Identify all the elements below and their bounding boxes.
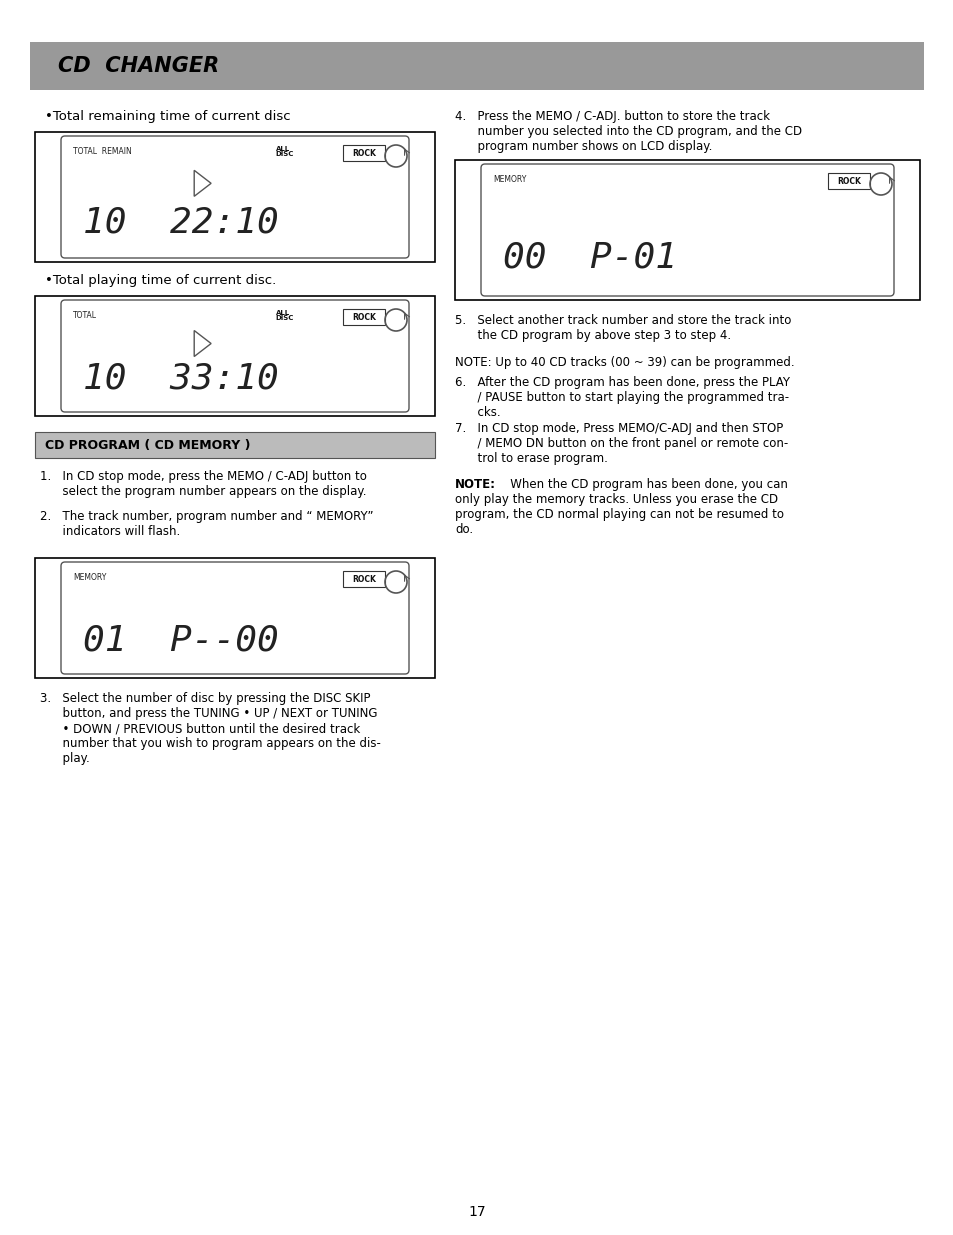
Text: / PAUSE button to start playing the programmed tra-: / PAUSE button to start playing the prog… (455, 391, 788, 404)
Bar (827, 173, 869, 189)
Text: ROCK: ROCK (352, 148, 375, 158)
Text: 6.   After the CD program has been done, press the PLAY: 6. After the CD program has been done, p… (455, 375, 789, 389)
Text: •Total playing time of current disc.: •Total playing time of current disc. (45, 274, 276, 287)
FancyBboxPatch shape (35, 132, 435, 262)
Text: trol to erase program.: trol to erase program. (455, 452, 607, 466)
Text: program, the CD normal playing can not be resumed to: program, the CD normal playing can not b… (455, 508, 783, 521)
Text: MEMORY: MEMORY (493, 175, 526, 184)
Text: ALL
DISC: ALL DISC (275, 146, 294, 158)
Text: ROCK: ROCK (352, 574, 375, 583)
Text: When the CD program has been done, you can: When the CD program has been done, you c… (498, 478, 787, 492)
Text: the CD program by above step 3 to step 4.: the CD program by above step 3 to step 4… (455, 329, 730, 342)
Text: ALL
DISC: ALL DISC (275, 310, 294, 321)
FancyBboxPatch shape (61, 562, 409, 674)
Text: 3.   Select the number of disc by pressing the DISC SKIP: 3. Select the number of disc by pressing… (40, 692, 370, 705)
Text: button, and press the TUNING • UP / NEXT or TUNING: button, and press the TUNING • UP / NEXT… (40, 706, 377, 720)
FancyBboxPatch shape (61, 300, 409, 412)
Text: 00  P-01: 00 P-01 (502, 241, 677, 274)
Text: only play the memory tracks. Unless you erase the CD: only play the memory tracks. Unless you … (455, 493, 778, 506)
Text: •Total remaining time of current disc: •Total remaining time of current disc (45, 110, 291, 124)
Text: CD  CHANGER: CD CHANGER (58, 56, 219, 77)
FancyBboxPatch shape (35, 296, 435, 416)
Text: play.: play. (40, 752, 90, 764)
Text: program number shows on LCD display.: program number shows on LCD display. (455, 140, 712, 153)
Text: CD PROGRAM ( CD MEMORY ): CD PROGRAM ( CD MEMORY ) (45, 438, 251, 452)
Text: number you selected into the CD program, and the CD: number you selected into the CD program,… (455, 125, 801, 138)
FancyBboxPatch shape (61, 136, 409, 258)
Text: • DOWN / PREVIOUS button until the desired track: • DOWN / PREVIOUS button until the desir… (40, 722, 360, 735)
Text: indicators will flash.: indicators will flash. (40, 525, 180, 538)
Text: 7.   In CD stop mode, Press MEMO/C-ADJ and then STOP: 7. In CD stop mode, Press MEMO/C-ADJ and… (455, 422, 782, 435)
Text: number that you wish to program appears on the dis-: number that you wish to program appears … (40, 737, 380, 750)
Text: cks.: cks. (455, 406, 500, 419)
Text: NOTE:: NOTE: (455, 478, 496, 492)
Text: 5.   Select another track number and store the track into: 5. Select another track number and store… (455, 314, 791, 327)
Text: do.: do. (455, 522, 473, 536)
Bar (343, 144, 385, 161)
Bar (343, 309, 385, 325)
Text: ROCK: ROCK (836, 177, 860, 185)
Text: / MEMO DN button on the front panel or remote con-: / MEMO DN button on the front panel or r… (455, 437, 787, 450)
Text: 2.   The track number, program number and “ MEMORY”: 2. The track number, program number and … (40, 510, 374, 522)
Text: 10  33:10: 10 33:10 (83, 362, 278, 396)
Bar (35, 432, 435, 458)
Text: 1.   In CD stop mode, press the MEMO / C-ADJ button to: 1. In CD stop mode, press the MEMO / C-A… (40, 471, 367, 483)
FancyBboxPatch shape (35, 558, 435, 678)
Text: NOTE: Up to 40 CD tracks (00 ~ 39) can be programmed.: NOTE: Up to 40 CD tracks (00 ~ 39) can b… (455, 356, 794, 369)
Bar (30, 42, 923, 90)
FancyBboxPatch shape (480, 164, 893, 296)
Text: 17: 17 (468, 1205, 485, 1219)
Text: TOTAL  REMAIN: TOTAL REMAIN (73, 147, 132, 156)
FancyBboxPatch shape (455, 161, 919, 300)
Text: 10  22:10: 10 22:10 (83, 205, 278, 240)
Text: 01  P--00: 01 P--00 (83, 624, 278, 658)
Bar (343, 571, 385, 587)
Text: ROCK: ROCK (352, 312, 375, 321)
Text: MEMORY: MEMORY (73, 573, 107, 582)
Text: TOTAL: TOTAL (73, 311, 97, 320)
Text: 4.   Press the MEMO / C-ADJ. button to store the track: 4. Press the MEMO / C-ADJ. button to sto… (455, 110, 769, 124)
Text: select the program number appears on the display.: select the program number appears on the… (40, 485, 366, 498)
